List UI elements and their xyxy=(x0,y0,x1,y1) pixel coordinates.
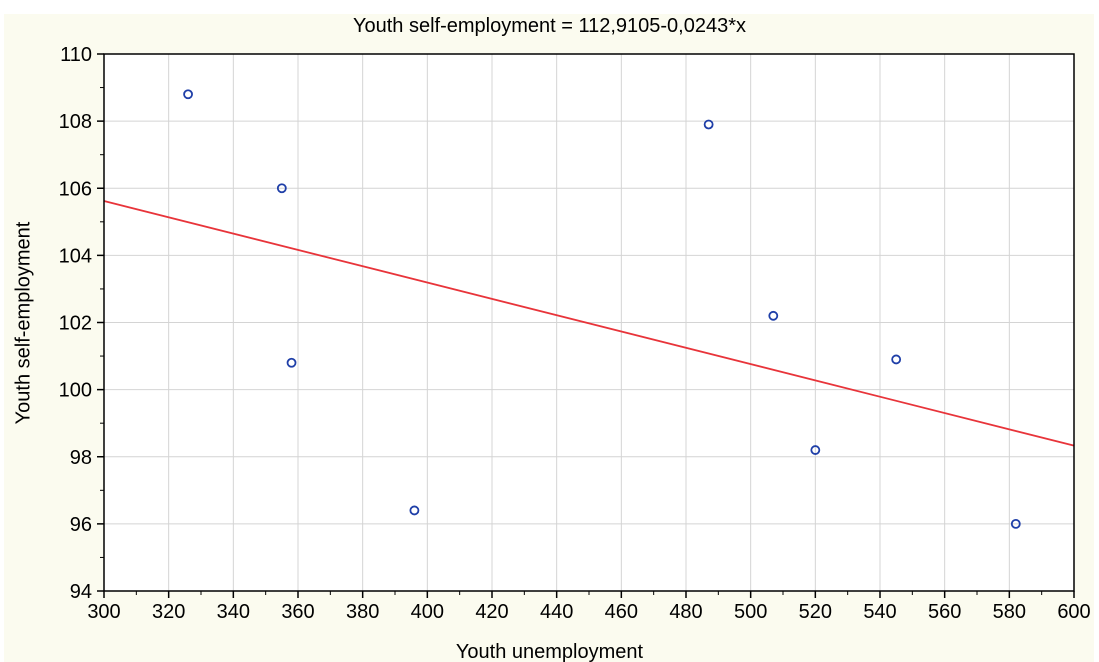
plot-frame xyxy=(103,53,1075,592)
x-tick-label: 540 xyxy=(863,601,896,623)
y-tick-label: 110 xyxy=(60,44,92,66)
y-tick-label: 100 xyxy=(59,380,92,402)
x-axis-label: Youth unemployment xyxy=(455,641,644,662)
chart-title: Youth self-employment = 112,9105-0,0243*… xyxy=(352,15,747,37)
y-tick-label: 102 xyxy=(59,313,92,335)
scatter-point xyxy=(276,183,287,194)
y-tick-label: 98 xyxy=(70,447,92,469)
scatter-point xyxy=(703,119,714,130)
axes xyxy=(97,53,1075,598)
regression-line-group xyxy=(103,200,1075,447)
x-tick-label: 500 xyxy=(734,601,767,623)
data-points xyxy=(183,89,1021,529)
regression-line xyxy=(103,200,1075,447)
x-tick-label: 560 xyxy=(928,601,961,623)
x-tick-label: 460 xyxy=(605,601,638,623)
scatter-point xyxy=(409,505,420,516)
grid-lines xyxy=(104,54,1074,591)
scatter-point xyxy=(183,89,193,100)
x-tick-label: 380 xyxy=(346,601,379,623)
y-tick-label: 108 xyxy=(59,111,92,133)
scatter-point xyxy=(768,310,779,321)
y-tick-label: 104 xyxy=(59,245,92,267)
x-tick-label: 320 xyxy=(152,601,185,623)
scatter-point xyxy=(891,354,902,365)
x-tick-label: 300 xyxy=(87,601,120,623)
x-tick-label: 580 xyxy=(993,601,1026,623)
x-tick-label: 420 xyxy=(475,601,508,623)
y-tick-label: 94 xyxy=(70,581,92,603)
x-tick-label: 440 xyxy=(540,601,573,623)
scatter-point xyxy=(286,357,297,368)
x-tick-label: 480 xyxy=(669,601,702,623)
x-tick-label: 400 xyxy=(411,601,444,623)
tick-labels: 300 320 340 360 380 400 420 440 460 480 500 520 540 5… xyxy=(59,44,1091,623)
scatter-point xyxy=(810,445,821,455)
x-tick-label: 340 xyxy=(217,601,250,623)
y-tick-label: 96 xyxy=(70,514,92,536)
x-tick-label: 520 xyxy=(799,601,832,623)
x-tick-label: 600 xyxy=(1057,601,1090,623)
x-tick-label: 360 xyxy=(281,601,314,623)
scatter-point xyxy=(1010,518,1021,529)
y-tick-label: 106 xyxy=(59,178,92,200)
